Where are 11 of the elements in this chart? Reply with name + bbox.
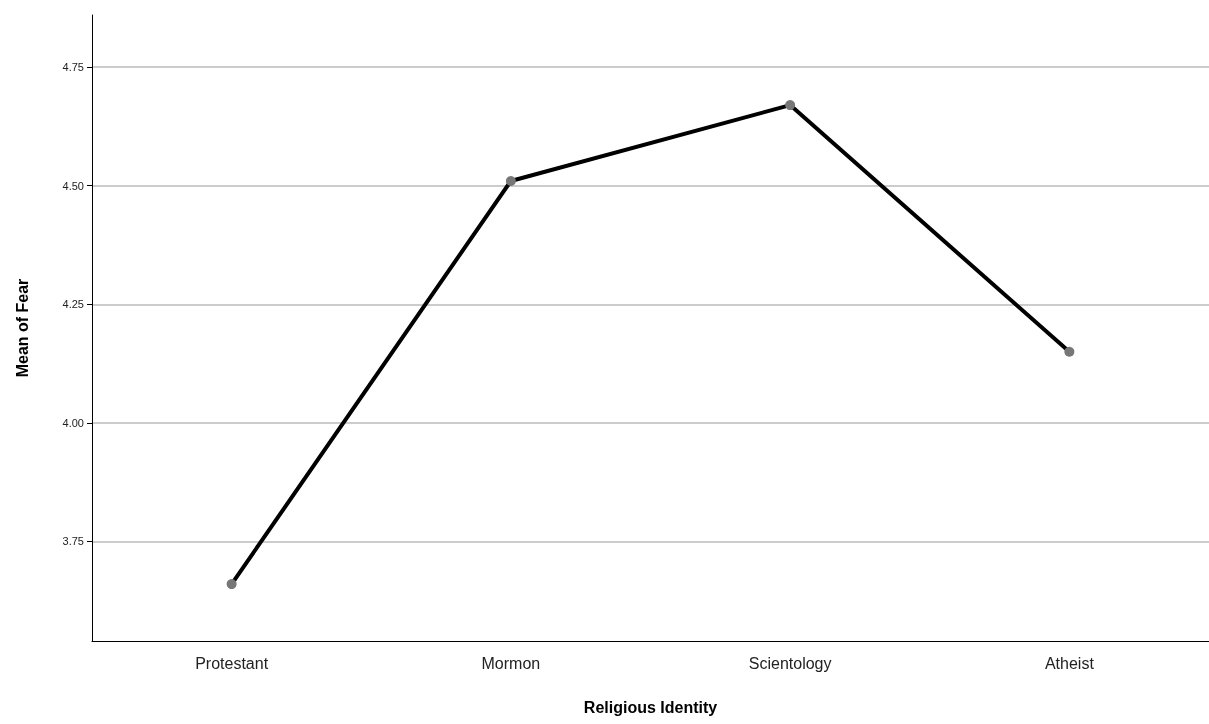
y-tick-label: 4.75 bbox=[62, 61, 84, 74]
y-tick-label: 4.00 bbox=[62, 416, 84, 429]
y-tick-label: 3.75 bbox=[62, 535, 84, 548]
x-tick-label: Scientology bbox=[748, 654, 832, 672]
y-axis-title: Mean of Fear bbox=[13, 278, 31, 378]
x-axis-title: Religious Identity bbox=[583, 698, 718, 716]
x-tick-label: Mormon bbox=[481, 654, 541, 672]
x-tick-label: Protestant bbox=[195, 654, 269, 672]
x-tick-label: Atheist bbox=[1044, 654, 1095, 672]
y-tick-label: 4.25 bbox=[62, 298, 84, 311]
y-tick-label: 4.50 bbox=[62, 179, 84, 192]
